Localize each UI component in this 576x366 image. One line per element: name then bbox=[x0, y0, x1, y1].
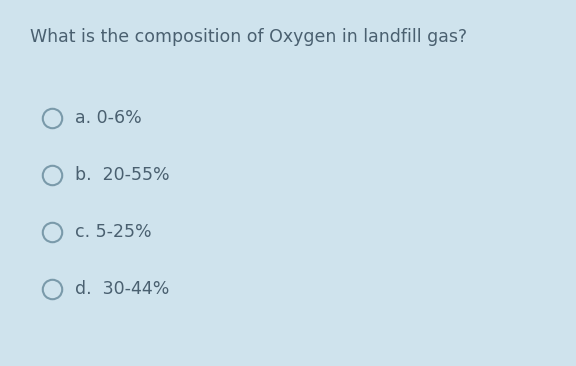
Text: c. 5-25%: c. 5-25% bbox=[75, 223, 151, 241]
Text: b.  20-55%: b. 20-55% bbox=[75, 166, 169, 184]
Text: What is the composition of Oxygen in landfill gas?: What is the composition of Oxygen in lan… bbox=[30, 28, 467, 46]
Text: a. 0-6%: a. 0-6% bbox=[75, 109, 142, 127]
Text: d.  30-44%: d. 30-44% bbox=[75, 280, 169, 298]
